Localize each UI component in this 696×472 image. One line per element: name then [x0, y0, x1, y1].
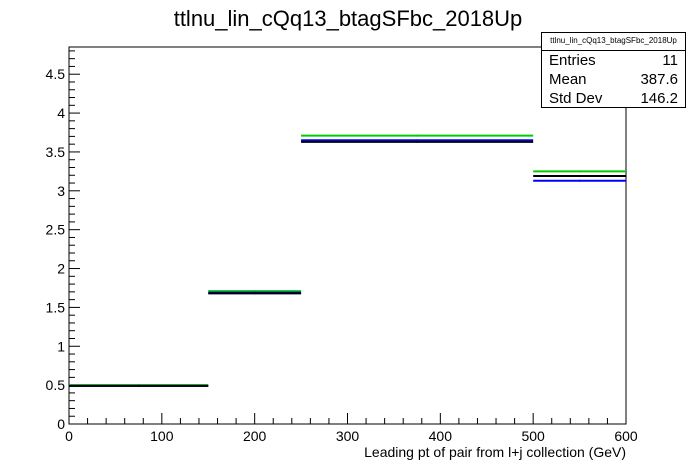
x-tick-label: 300	[336, 428, 360, 444]
stats-entries-value: 11	[662, 52, 678, 69]
y-tick-label: 3	[57, 183, 65, 199]
x-tick-label: 400	[429, 428, 453, 444]
histogram-bars	[69, 134, 626, 387]
y-tick-label: 3.5	[46, 144, 66, 160]
stats-stddev-value: 146.2	[640, 90, 678, 107]
y-tick-label: 2	[57, 261, 65, 277]
x-axis-label: Leading pt of pair from l+j collection (…	[364, 444, 626, 460]
y-tick-label: 1.5	[46, 299, 66, 315]
y-tick-label: 4.5	[46, 66, 66, 82]
y-tick-label: 0	[57, 416, 65, 432]
x-tick-label: 500	[521, 428, 545, 444]
y-tick-label: 2.5	[46, 222, 66, 238]
chart-title: ttlnu_lin_cQq13_btagSFbc_2018Up	[174, 6, 523, 31]
stats-mean-row: Mean 387.6	[542, 70, 685, 89]
y-tick-label: 0.5	[46, 377, 66, 393]
stats-stddev-label: Std Dev	[549, 90, 603, 107]
stats-stddev-row: Std Dev 146.2	[542, 89, 685, 108]
stats-box: ttlnu_lin_cQq13_btagSFbc_2018Up Entries …	[541, 32, 686, 108]
x-tick-label: 200	[243, 428, 267, 444]
x-tick-label: 0	[65, 428, 73, 444]
axes: 0 100 200 300 400 500 600 0 0.5 1 1.5 2 2.5 3 3.5 4 4.5	[46, 50, 638, 444]
stats-entries-label: Entries	[549, 52, 596, 69]
stats-entries-row: Entries 11	[542, 51, 685, 70]
stats-mean-label: Mean	[549, 71, 587, 88]
stats-mean-value: 387.6	[640, 71, 678, 88]
y-tick-label: 4	[57, 105, 65, 121]
stats-title: ttlnu_lin_cQq13_btagSFbc_2018Up	[542, 33, 685, 51]
y-tick-label: 1	[57, 338, 65, 354]
x-tick-label: 100	[150, 428, 174, 444]
x-tick-label: 600	[614, 428, 638, 444]
